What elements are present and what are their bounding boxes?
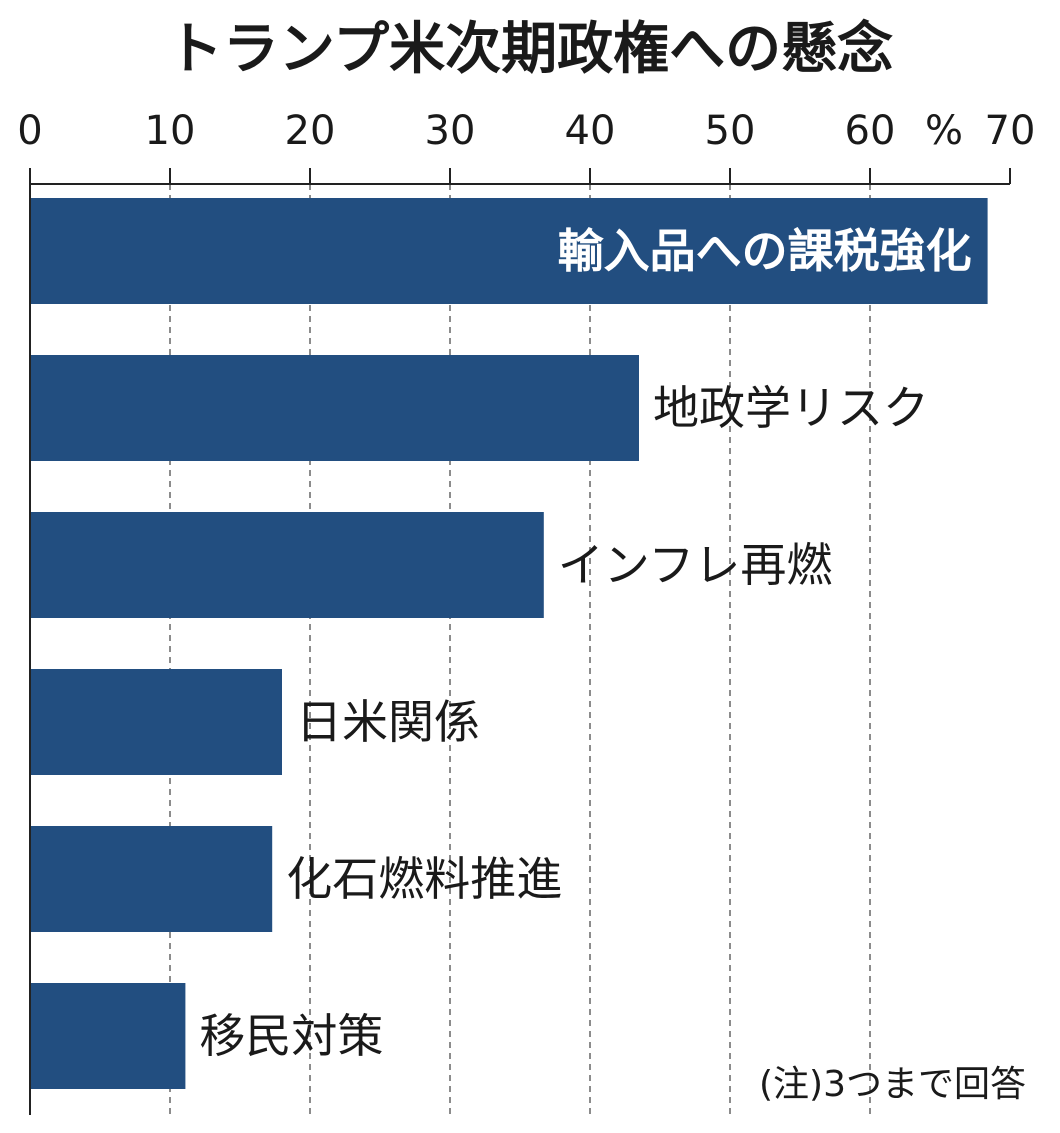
x-tick-label: 40 [565, 108, 616, 154]
bar-category-label: 日米関係 [296, 695, 480, 749]
bar-category-label: 化石燃料推進 [286, 852, 562, 906]
bar-category-label: 移民対策 [199, 1009, 383, 1063]
bar [30, 826, 273, 932]
bar [30, 669, 282, 775]
x-axis-ticks: 0 10 20 30 40 50 60 70 [17, 108, 1035, 184]
bar-category-label: 輸入品への課税強化 [558, 224, 972, 278]
bar [30, 198, 988, 304]
bar-category-label: 地政学リスク [653, 381, 929, 435]
unit-label: % [925, 108, 963, 154]
x-tick-label: 20 [285, 108, 336, 154]
x-tick-label: 60 [845, 108, 896, 154]
x-tick-label: 0 [17, 108, 42, 154]
grid-lines [169, 184, 871, 1115]
x-tick-label: 70 [985, 108, 1036, 154]
chart-title: トランプ米次期政権への懸念 [167, 17, 893, 82]
x-tick-label: 30 [425, 108, 476, 154]
bar [30, 355, 639, 461]
x-tick-label: 50 [705, 108, 756, 154]
bar [30, 983, 186, 1089]
x-tick-label: 10 [145, 108, 196, 154]
axes [29, 168, 1010, 1115]
bar [30, 512, 544, 618]
chart-note: (注)3つまで回答 [759, 1064, 1026, 1105]
bar-category-label: インフレ再燃 [558, 538, 833, 592]
